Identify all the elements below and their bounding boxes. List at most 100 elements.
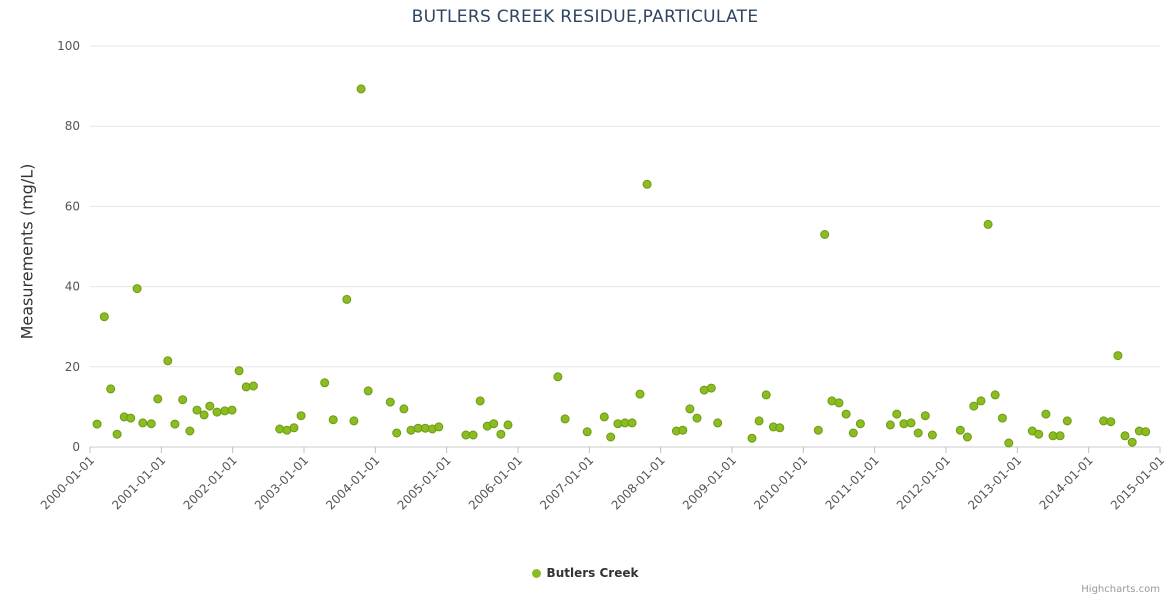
scatter-point[interactable] bbox=[976, 396, 986, 406]
x-axis-label: 2006-01-01 bbox=[466, 453, 525, 512]
scatter-point[interactable] bbox=[496, 429, 506, 439]
scatter-point[interactable] bbox=[820, 230, 830, 239]
scatter-point[interactable] bbox=[775, 423, 785, 433]
scatter-point[interactable] bbox=[126, 413, 136, 423]
scatter-point[interactable] bbox=[399, 404, 409, 414]
scatter-point[interactable] bbox=[342, 294, 352, 304]
x-axis-label: 2008-01-01 bbox=[609, 453, 668, 512]
scatter-point[interactable] bbox=[1141, 427, 1151, 437]
y-axis-label: 20 bbox=[65, 360, 80, 374]
scatter-point[interactable] bbox=[1127, 437, 1137, 447]
scatter-point[interactable] bbox=[855, 419, 865, 429]
scatter-point[interactable] bbox=[349, 416, 359, 426]
scatter-point[interactable] bbox=[146, 419, 156, 429]
scatter-point[interactable] bbox=[1120, 431, 1130, 441]
scatter-point[interactable] bbox=[892, 409, 902, 419]
scatter-point[interactable] bbox=[1062, 416, 1072, 426]
scatter-point[interactable] bbox=[112, 429, 122, 439]
scatter-point[interactable] bbox=[385, 397, 395, 407]
scatter-point[interactable] bbox=[475, 396, 485, 406]
scatter-point[interactable] bbox=[392, 428, 402, 438]
scatter-point[interactable] bbox=[192, 405, 202, 415]
scatter-point[interactable] bbox=[747, 433, 757, 443]
scatter-point[interactable] bbox=[927, 430, 937, 440]
legend-marker-icon bbox=[531, 568, 541, 578]
scatter-point[interactable] bbox=[1106, 417, 1116, 427]
scatter-point[interactable] bbox=[1041, 409, 1051, 419]
scatter-point[interactable] bbox=[163, 356, 173, 366]
scatter-point[interactable] bbox=[920, 411, 930, 421]
scatter-point[interactable] bbox=[713, 418, 723, 428]
scatter-point[interactable] bbox=[692, 413, 702, 423]
scatter-point[interactable] bbox=[813, 425, 823, 435]
scatter-point[interactable] bbox=[199, 410, 209, 420]
scatter-point[interactable] bbox=[962, 432, 972, 442]
scatter-point[interactable] bbox=[627, 418, 637, 428]
scatter-point[interactable] bbox=[969, 401, 979, 411]
y-axis-label: 0 bbox=[72, 440, 80, 454]
scatter-point[interactable] bbox=[434, 422, 444, 432]
scatter-point[interactable] bbox=[132, 284, 142, 294]
scatter-point[interactable] bbox=[885, 420, 895, 430]
legend-item-label: Butlers Creek bbox=[546, 566, 639, 580]
scatter-point[interactable] bbox=[678, 425, 688, 435]
scatter-point[interactable] bbox=[248, 381, 258, 391]
y-axis-label: 100 bbox=[57, 39, 80, 53]
scatter-point[interactable] bbox=[642, 179, 652, 189]
scatter-point[interactable] bbox=[185, 426, 195, 436]
scatter-point[interactable] bbox=[138, 418, 148, 428]
scatter-point[interactable] bbox=[997, 413, 1007, 423]
x-axis-label: 2004-01-01 bbox=[323, 453, 382, 512]
scatter-point[interactable] bbox=[227, 405, 237, 415]
scatter-point[interactable] bbox=[468, 430, 478, 440]
legend: Butlers Creek bbox=[0, 566, 1170, 580]
scatter-point[interactable] bbox=[328, 415, 338, 425]
scatter-point[interactable] bbox=[560, 414, 570, 424]
scatter-point[interactable] bbox=[503, 420, 513, 430]
scatter-point[interactable] bbox=[296, 411, 306, 421]
scatter-point[interactable] bbox=[990, 390, 1000, 400]
scatter-point[interactable] bbox=[356, 84, 366, 94]
scatter-point[interactable] bbox=[234, 366, 244, 376]
scatter-point[interactable] bbox=[205, 401, 215, 411]
scatter-point[interactable] bbox=[1034, 429, 1044, 439]
scatter-point[interactable] bbox=[635, 389, 645, 399]
credits-link[interactable]: Highcharts.com bbox=[1081, 584, 1160, 595]
scatter-point[interactable] bbox=[553, 372, 563, 382]
scatter-point[interactable] bbox=[1055, 431, 1065, 441]
scatter-point[interactable] bbox=[178, 395, 188, 405]
scatter-point[interactable] bbox=[170, 419, 180, 429]
scatter-point[interactable] bbox=[841, 409, 851, 419]
scatter-point[interactable] bbox=[906, 418, 916, 428]
scatter-point[interactable] bbox=[289, 423, 299, 433]
y-axis-label: 40 bbox=[65, 280, 80, 294]
scatter-point[interactable] bbox=[983, 219, 993, 229]
x-axis-label: 2002-01-01 bbox=[181, 453, 240, 512]
scatter-point[interactable] bbox=[913, 428, 923, 438]
x-axis-label: 2005-01-01 bbox=[395, 453, 454, 512]
scatter-point[interactable] bbox=[706, 383, 716, 393]
scatter-point[interactable] bbox=[212, 407, 222, 417]
scatter-point[interactable] bbox=[1004, 438, 1014, 448]
scatter-point[interactable] bbox=[99, 312, 109, 322]
scatter-point[interactable] bbox=[106, 384, 116, 394]
legend-item-butlers-creek[interactable]: Butlers Creek bbox=[531, 566, 639, 580]
scatter-point[interactable] bbox=[834, 398, 844, 408]
scatter-point[interactable] bbox=[685, 404, 695, 414]
scatter-point[interactable] bbox=[153, 394, 163, 404]
scatter-point[interactable] bbox=[848, 428, 858, 438]
scatter-point[interactable] bbox=[1113, 351, 1123, 361]
scatter-point[interactable] bbox=[754, 416, 764, 426]
x-axis-label: 2009-01-01 bbox=[680, 453, 739, 512]
scatter-point[interactable] bbox=[606, 432, 616, 442]
scatter-point[interactable] bbox=[761, 390, 771, 400]
scatter-point[interactable] bbox=[92, 419, 102, 429]
scatter-point[interactable] bbox=[582, 427, 592, 437]
scatter-point[interactable] bbox=[955, 425, 965, 435]
scatter-point[interactable] bbox=[599, 412, 609, 422]
scatter-point[interactable] bbox=[320, 378, 330, 388]
scatter-point[interactable] bbox=[275, 424, 285, 434]
scatter-point[interactable] bbox=[363, 386, 373, 396]
scatter-point[interactable] bbox=[489, 419, 499, 429]
scatter-plot-area: 0 20 40 60 80 100 2000-01-01 2001-01-01 2002-01-… bbox=[38, 39, 1167, 512]
